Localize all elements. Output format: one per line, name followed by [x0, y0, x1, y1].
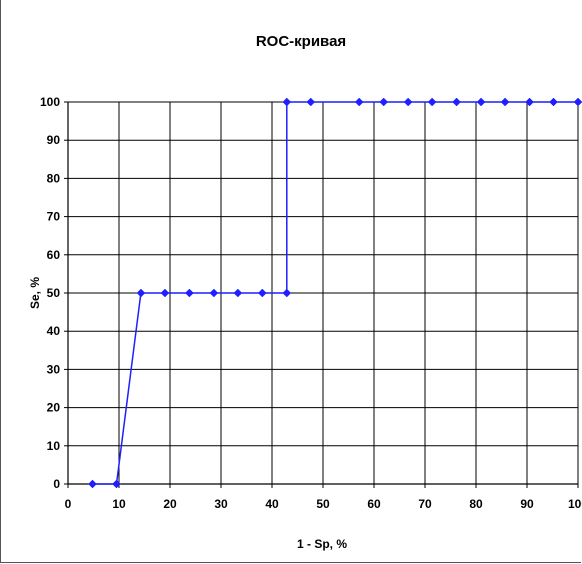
y-axis-ticks: 0 10 20 30 40 50 60 70 80 90 100 — [40, 95, 60, 491]
data-point — [427, 97, 437, 107]
data-point — [282, 288, 292, 298]
x-tick-label: 0 — [65, 497, 72, 511]
data-point — [500, 97, 510, 107]
y-axis-label: Se, % — [28, 277, 42, 309]
data-point — [185, 288, 194, 298]
x-tick-label: 100 — [568, 497, 582, 511]
data-point — [257, 288, 267, 298]
y-tick-label: 70 — [47, 210, 61, 224]
data-point — [403, 97, 413, 107]
data-point — [233, 288, 243, 298]
x-axis-ticks: 0 10 20 30 40 50 60 70 80 90 100 — [65, 497, 582, 511]
y-tick-label: 100 — [40, 95, 60, 109]
y-tick-label: 80 — [47, 171, 61, 185]
x-tick-label: 60 — [367, 497, 381, 511]
y-tick-label: 0 — [53, 477, 60, 491]
data-point — [209, 288, 219, 298]
data-point — [549, 97, 558, 107]
x-axis-label: 1 - Sp, % — [297, 537, 347, 551]
data-point — [525, 97, 534, 107]
axes — [64, 101, 579, 488]
data-point — [354, 97, 364, 107]
x-tick-label: 80 — [469, 497, 483, 511]
x-tick-label: 50 — [316, 497, 330, 511]
data-point — [452, 97, 461, 107]
data-point — [306, 97, 316, 107]
x-tick-label: 20 — [163, 497, 177, 511]
data-point — [112, 479, 121, 489]
y-tick-label: 50 — [47, 286, 61, 300]
data-point — [136, 288, 146, 298]
x-tick-label: 70 — [418, 497, 432, 511]
y-tick-label: 20 — [47, 401, 61, 415]
data-point — [573, 97, 582, 107]
x-tick-label: 40 — [265, 497, 279, 511]
data-point — [88, 479, 97, 489]
y-tick-label: 60 — [47, 248, 61, 262]
x-tick-label: 90 — [520, 497, 534, 511]
y-tick-label: 30 — [47, 362, 61, 376]
y-tick-label: 40 — [47, 324, 61, 338]
x-tick-label: 10 — [112, 497, 126, 511]
series-layer — [88, 97, 582, 489]
x-tick-label: 30 — [214, 497, 228, 511]
data-point — [476, 97, 486, 107]
chart-title: ROC-кривая — [256, 33, 346, 50]
data-point — [379, 97, 389, 107]
data-point — [160, 288, 170, 298]
y-tick-label: 10 — [47, 439, 61, 453]
data-point — [282, 97, 292, 107]
y-tick-label: 90 — [47, 133, 61, 147]
